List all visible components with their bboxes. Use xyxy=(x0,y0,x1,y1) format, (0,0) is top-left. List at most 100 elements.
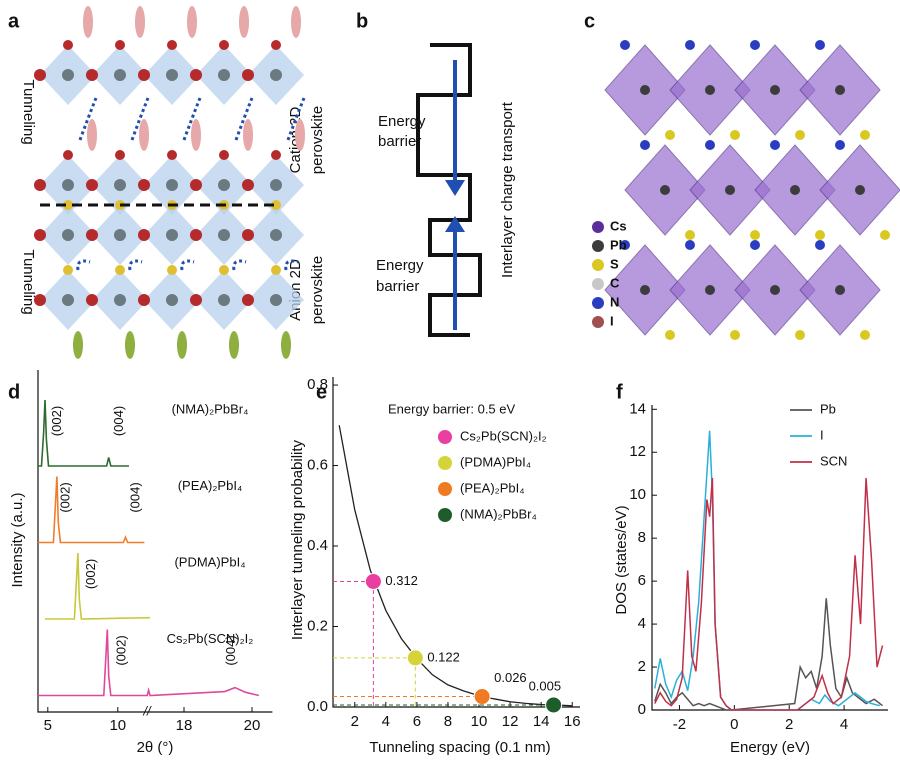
arrow-head xyxy=(445,216,465,232)
dos-line xyxy=(654,430,880,711)
legend-label: N xyxy=(610,294,619,309)
atom xyxy=(138,69,150,81)
x-axis-label: Tunneling spacing (0.1 nm) xyxy=(369,739,550,756)
atom xyxy=(190,179,202,191)
tunnel-arrow xyxy=(284,259,299,271)
pattern-line xyxy=(38,476,145,544)
atom xyxy=(218,294,230,306)
anion xyxy=(177,331,187,359)
cation xyxy=(291,6,301,38)
tunnel-arrow xyxy=(232,259,247,271)
annotation: Energy barrier: 0.5 eV xyxy=(388,401,516,416)
atom xyxy=(685,230,695,240)
series-label: (NMA)₂PbBr₄ xyxy=(172,401,249,416)
cation xyxy=(135,6,145,38)
legend-label: (PEA)₂PbI₄ xyxy=(460,480,525,495)
atom xyxy=(115,40,125,50)
atom xyxy=(219,150,229,160)
atom xyxy=(860,330,870,340)
x-axis-label: 2θ (°) xyxy=(137,739,174,756)
atom xyxy=(62,229,74,241)
peak-label: (002) xyxy=(114,635,129,665)
atom xyxy=(795,330,805,340)
dos-line xyxy=(654,598,883,711)
atom xyxy=(750,230,760,240)
atom xyxy=(190,229,202,241)
x-tick-label: 8 xyxy=(444,713,452,730)
atom xyxy=(730,130,740,140)
barrier-label: barrier xyxy=(378,133,421,150)
anion xyxy=(73,331,83,359)
legend-label: C xyxy=(610,275,620,290)
atom xyxy=(34,69,46,81)
atom xyxy=(270,179,282,191)
tunneling-label: Tunneling xyxy=(20,79,37,144)
series-label: (PDMA)PbI₄ xyxy=(174,554,245,569)
structure-art xyxy=(34,6,900,359)
atom xyxy=(685,40,695,50)
tunnel-arrow xyxy=(128,259,143,271)
x-tick-label: 5 xyxy=(44,717,52,734)
legend-label: SCN xyxy=(820,453,847,468)
atom xyxy=(242,229,254,241)
atom xyxy=(166,229,178,241)
atom xyxy=(219,40,229,50)
atom xyxy=(114,229,126,241)
atom xyxy=(770,85,780,95)
y-axis-label: Intensity (a.u.) xyxy=(9,492,26,587)
x-tick-label: 20 xyxy=(244,717,261,734)
atom xyxy=(190,294,202,306)
cation xyxy=(239,6,249,38)
atom xyxy=(815,230,825,240)
atom xyxy=(860,130,870,140)
atom xyxy=(725,185,735,195)
atom xyxy=(855,185,865,195)
series-label: (PEA)₂PbI₄ xyxy=(178,478,243,493)
atom xyxy=(640,85,650,95)
x-tick-label: 2 xyxy=(351,713,359,730)
atom xyxy=(114,294,126,306)
atom xyxy=(63,200,73,210)
y-tick-label: 10 xyxy=(629,486,646,503)
peak-label: (002) xyxy=(83,559,98,589)
atom xyxy=(86,179,98,191)
y-tick-label: 14 xyxy=(629,400,646,417)
atom xyxy=(62,69,74,81)
barrier-label: barrier xyxy=(376,278,419,295)
x-tick-label: 18 xyxy=(176,717,193,734)
peak-label: (004) xyxy=(111,406,126,436)
pattern-line xyxy=(38,629,259,697)
peak-label: (002) xyxy=(49,406,64,436)
atom xyxy=(270,229,282,241)
legend-swatch xyxy=(592,316,604,328)
value-label: 0.005 xyxy=(529,678,562,693)
x-tick-label: 10 xyxy=(471,713,488,730)
y-axis-label: Interlayer tunneling probability xyxy=(289,439,306,640)
panel-label: f xyxy=(616,381,623,403)
legend-swatch xyxy=(592,259,604,271)
atom xyxy=(63,150,73,160)
barrier-label: Energy xyxy=(378,113,426,130)
atom xyxy=(218,179,230,191)
y-tick-label: 0 xyxy=(638,701,646,718)
atom xyxy=(660,185,670,195)
atom xyxy=(115,265,125,275)
atom xyxy=(270,69,282,81)
atom xyxy=(620,40,630,50)
guide-line xyxy=(333,657,416,707)
atom xyxy=(167,265,177,275)
legend-swatch xyxy=(438,456,452,470)
cation xyxy=(187,6,197,38)
panel-label: d xyxy=(8,381,20,403)
cation-label: perovskite xyxy=(309,106,326,174)
arrow-head xyxy=(445,180,465,196)
atom xyxy=(815,240,825,250)
atom xyxy=(34,229,46,241)
atom xyxy=(138,179,150,191)
atom xyxy=(271,40,281,50)
x-axis-label: Energy (eV) xyxy=(730,739,810,756)
x-tick-label: -2 xyxy=(673,716,686,733)
y-axis-label: DOS (states/eV) xyxy=(613,505,630,614)
x-tick-label: 12 xyxy=(502,713,519,730)
